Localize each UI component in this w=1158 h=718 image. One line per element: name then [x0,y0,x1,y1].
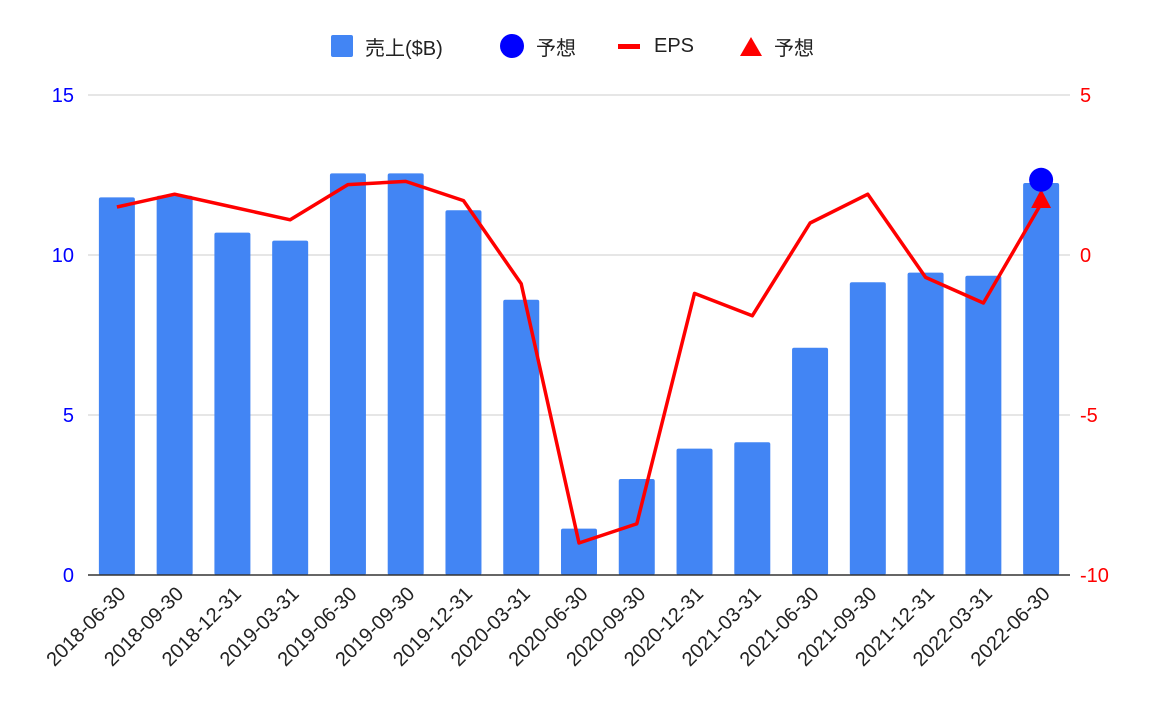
sales-bar [387,173,424,575]
sales-bar [272,240,309,575]
legend-label-eps-forecast: 予想 [774,37,814,60]
sales-bar [156,195,193,576]
sales-bar [618,479,655,575]
legend-item-sales-forecast[interactable]: 予想 [500,30,576,62]
chart-legend: 売上($B) 予想 EPS 予想 [0,30,1158,62]
sales-bar [734,442,771,575]
legend-swatch-eps-forecast [740,36,762,56]
left-axis-tick-label: 10 [52,245,74,267]
eps-forecast-marker [1031,189,1052,208]
right-axis-tick-label: -10 [1080,565,1109,587]
sales-bar [445,210,482,575]
sales-bar [849,282,886,575]
sales-bar [329,173,366,575]
legend-item-eps-forecast[interactable]: 予想 [740,30,814,62]
legend-item-eps[interactable]: EPS [618,30,694,62]
sales-bar [676,448,713,575]
sales-bar [214,232,251,575]
legend-swatch-sales [331,35,353,57]
sales-bar [907,272,944,575]
legend-item-sales[interactable]: 売上($B) [331,30,443,62]
legend-swatch-eps [618,43,640,49]
legend-label-eps: EPS [654,34,695,57]
sales-bar [98,197,135,575]
sales-bar [792,347,829,575]
right-axis-tick-label: -5 [1080,405,1098,427]
eps-line [116,179,1043,545]
legend-label-sales: 売上($B) [365,37,443,60]
right-axis-tick-label: 0 [1080,245,1091,267]
legend-swatch-sales-forecast [500,34,524,58]
sales-bar [1023,183,1060,575]
sales-forecast-marker [1029,167,1054,192]
sales-bar [965,275,1002,575]
left-axis-tick-label: 0 [63,565,74,587]
left-axis-tick-label: 15 [52,85,74,107]
left-axis-tick-label: 5 [63,405,74,427]
right-axis-tick-label: 5 [1080,85,1091,107]
legend-label-sales-forecast: 予想 [536,37,576,60]
sales-bar [503,299,540,575]
